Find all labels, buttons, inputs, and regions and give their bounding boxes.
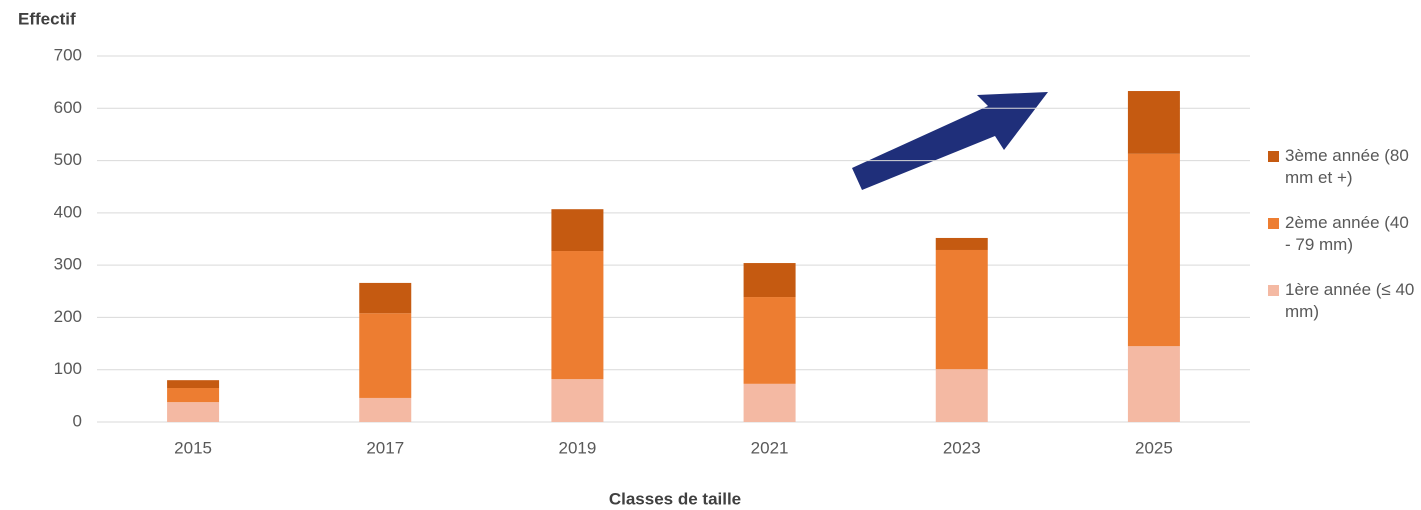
bar-segment	[167, 388, 220, 403]
y-tick-label: 500	[54, 150, 82, 169]
bar-segment	[551, 251, 604, 380]
legend-swatch	[1268, 218, 1279, 229]
bar-segment	[1127, 346, 1180, 422]
y-tick-label: 400	[54, 202, 82, 221]
bar-segment	[359, 397, 412, 422]
x-tick-label: 2019	[559, 438, 597, 457]
bar-segment	[935, 237, 988, 250]
y-tick-label: 300	[54, 255, 82, 274]
bar-segment	[359, 313, 412, 398]
bar-segment	[551, 379, 604, 422]
y-tick-label: 100	[54, 359, 82, 378]
bar-segment	[551, 209, 604, 252]
y-tick-label: 700	[54, 45, 82, 64]
y-tick-label: 600	[54, 98, 82, 117]
y-tick-label: 0	[73, 411, 82, 430]
x-tick-label: 2015	[174, 438, 212, 457]
legend-item: 2ème année (40 - 79 mm)	[1265, 212, 1415, 256]
x-tick-label: 2021	[751, 438, 789, 457]
x-tick-label: 2023	[943, 438, 981, 457]
y-axis-title: Effectif	[18, 9, 76, 28]
bar-segment	[1127, 91, 1180, 154]
legend: 3ème année (80 mm et +) 2ème année (40 - …	[1265, 145, 1415, 346]
x-tick-label: 2017	[366, 438, 404, 457]
x-tick-label: 2025	[1135, 438, 1173, 457]
legend-label: 2ème année (40 - 79 mm)	[1285, 213, 1409, 254]
bar-segment	[935, 369, 988, 422]
legend-item: 3ème année (80 mm et +)	[1265, 145, 1415, 189]
trend-arrow	[852, 92, 1048, 190]
bar-segment	[743, 263, 796, 298]
legend-label: 3ème année (80 mm et +)	[1285, 146, 1409, 187]
y-tick-label: 200	[54, 307, 82, 326]
legend-swatch	[1268, 285, 1279, 296]
bar-segment	[1127, 153, 1180, 347]
bar-segment	[935, 249, 988, 370]
bar-segment	[167, 380, 220, 389]
bar-segment	[167, 402, 220, 422]
legend-label: 1ère année (≤ 40 mm)	[1285, 280, 1415, 321]
bar-segment	[359, 282, 412, 314]
x-axis-title: Classes de taille	[609, 489, 741, 508]
legend-item: 1ère année (≤ 40 mm)	[1265, 279, 1415, 323]
legend-swatch	[1268, 151, 1279, 162]
bar-segment	[743, 383, 796, 422]
bar-segment	[743, 297, 796, 384]
